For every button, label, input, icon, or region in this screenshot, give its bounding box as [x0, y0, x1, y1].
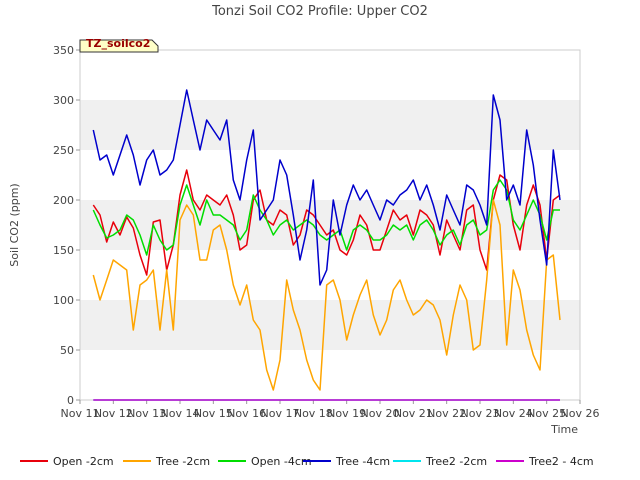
x-tick-label: Nov 24: [494, 407, 533, 420]
x-tick-label: Nov 14: [161, 407, 200, 420]
x-axis-label: Time: [550, 423, 578, 436]
series-line-open-2cm: [92, 169, 561, 276]
grid-band: [80, 300, 580, 350]
x-tick-label: Nov 18: [294, 407, 333, 420]
x-tick-label: Nov 13: [127, 407, 166, 420]
x-tick-label: Nov 22: [427, 407, 466, 420]
legend-label-tree2-2cm: Tree2 -2cm: [425, 455, 487, 468]
y-tick-label: 350: [53, 44, 74, 57]
legend-label-open-2cm: Open -2cm: [53, 455, 114, 468]
x-tick-label: Nov 12: [94, 407, 133, 420]
x-tick-label: Nov 16: [227, 407, 266, 420]
y-tick-label: 150: [53, 244, 74, 257]
y-tick-label: 250: [53, 144, 74, 157]
x-tick-label: Nov 11: [61, 407, 100, 420]
x-tick-label: Nov 20: [361, 407, 400, 420]
x-tick-label: Nov 15: [194, 407, 233, 420]
x-tick-label: Nov 25: [527, 407, 566, 420]
y-tick-label: 100: [53, 294, 74, 307]
y-tick-label: 0: [67, 394, 74, 407]
legend-label-open-4cm: Open -4cm: [251, 455, 312, 468]
legend: Open -2cm Tree -2cm Open -4cm Tree -4cm Tree…: [20, 455, 594, 468]
grid-band: [80, 100, 580, 150]
y-axis: 0 50 100 150 200 250 300 350: [53, 44, 80, 407]
tag-box: TZ_soilco2: [79, 37, 159, 53]
x-tick-label: Nov 19: [327, 407, 366, 420]
x-tick-label: Nov 21: [394, 407, 433, 420]
y-tick-label: 50: [60, 344, 74, 357]
chart-title: Tonzi Soil CO2 Profile: Upper CO2: [211, 4, 428, 19]
legend-label-tree2-4cm: Tree2 - 4cm: [528, 455, 594, 468]
series-line-open-4cm: [92, 179, 560, 256]
y-tick-label: 300: [53, 94, 74, 107]
x-tick-label: Nov 23: [461, 407, 500, 420]
legend-label-tree-4cm: Tree -4cm: [335, 455, 390, 468]
x-tick-label: Nov 26: [561, 407, 600, 420]
y-axis-label: Soil CO2 (ppm): [8, 183, 21, 266]
x-tick-label: Nov 17: [261, 407, 300, 420]
series-lines: [92, 89, 561, 401]
y-tick-label: 200: [53, 194, 74, 207]
series-line-tree-4cm: [92, 89, 561, 286]
series-line-tree-2cm: [92, 199, 561, 391]
legend-label-tree-2cm: Tree -2cm: [155, 455, 210, 468]
tag-label: TZ_soilco2: [86, 37, 150, 50]
